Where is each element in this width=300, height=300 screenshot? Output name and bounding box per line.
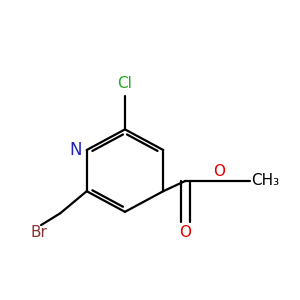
Text: O: O (213, 164, 225, 178)
Text: O: O (179, 225, 191, 240)
Text: N: N (70, 141, 82, 159)
Text: Cl: Cl (118, 76, 132, 91)
Text: CH₃: CH₃ (252, 173, 280, 188)
Text: Br: Br (31, 225, 48, 240)
